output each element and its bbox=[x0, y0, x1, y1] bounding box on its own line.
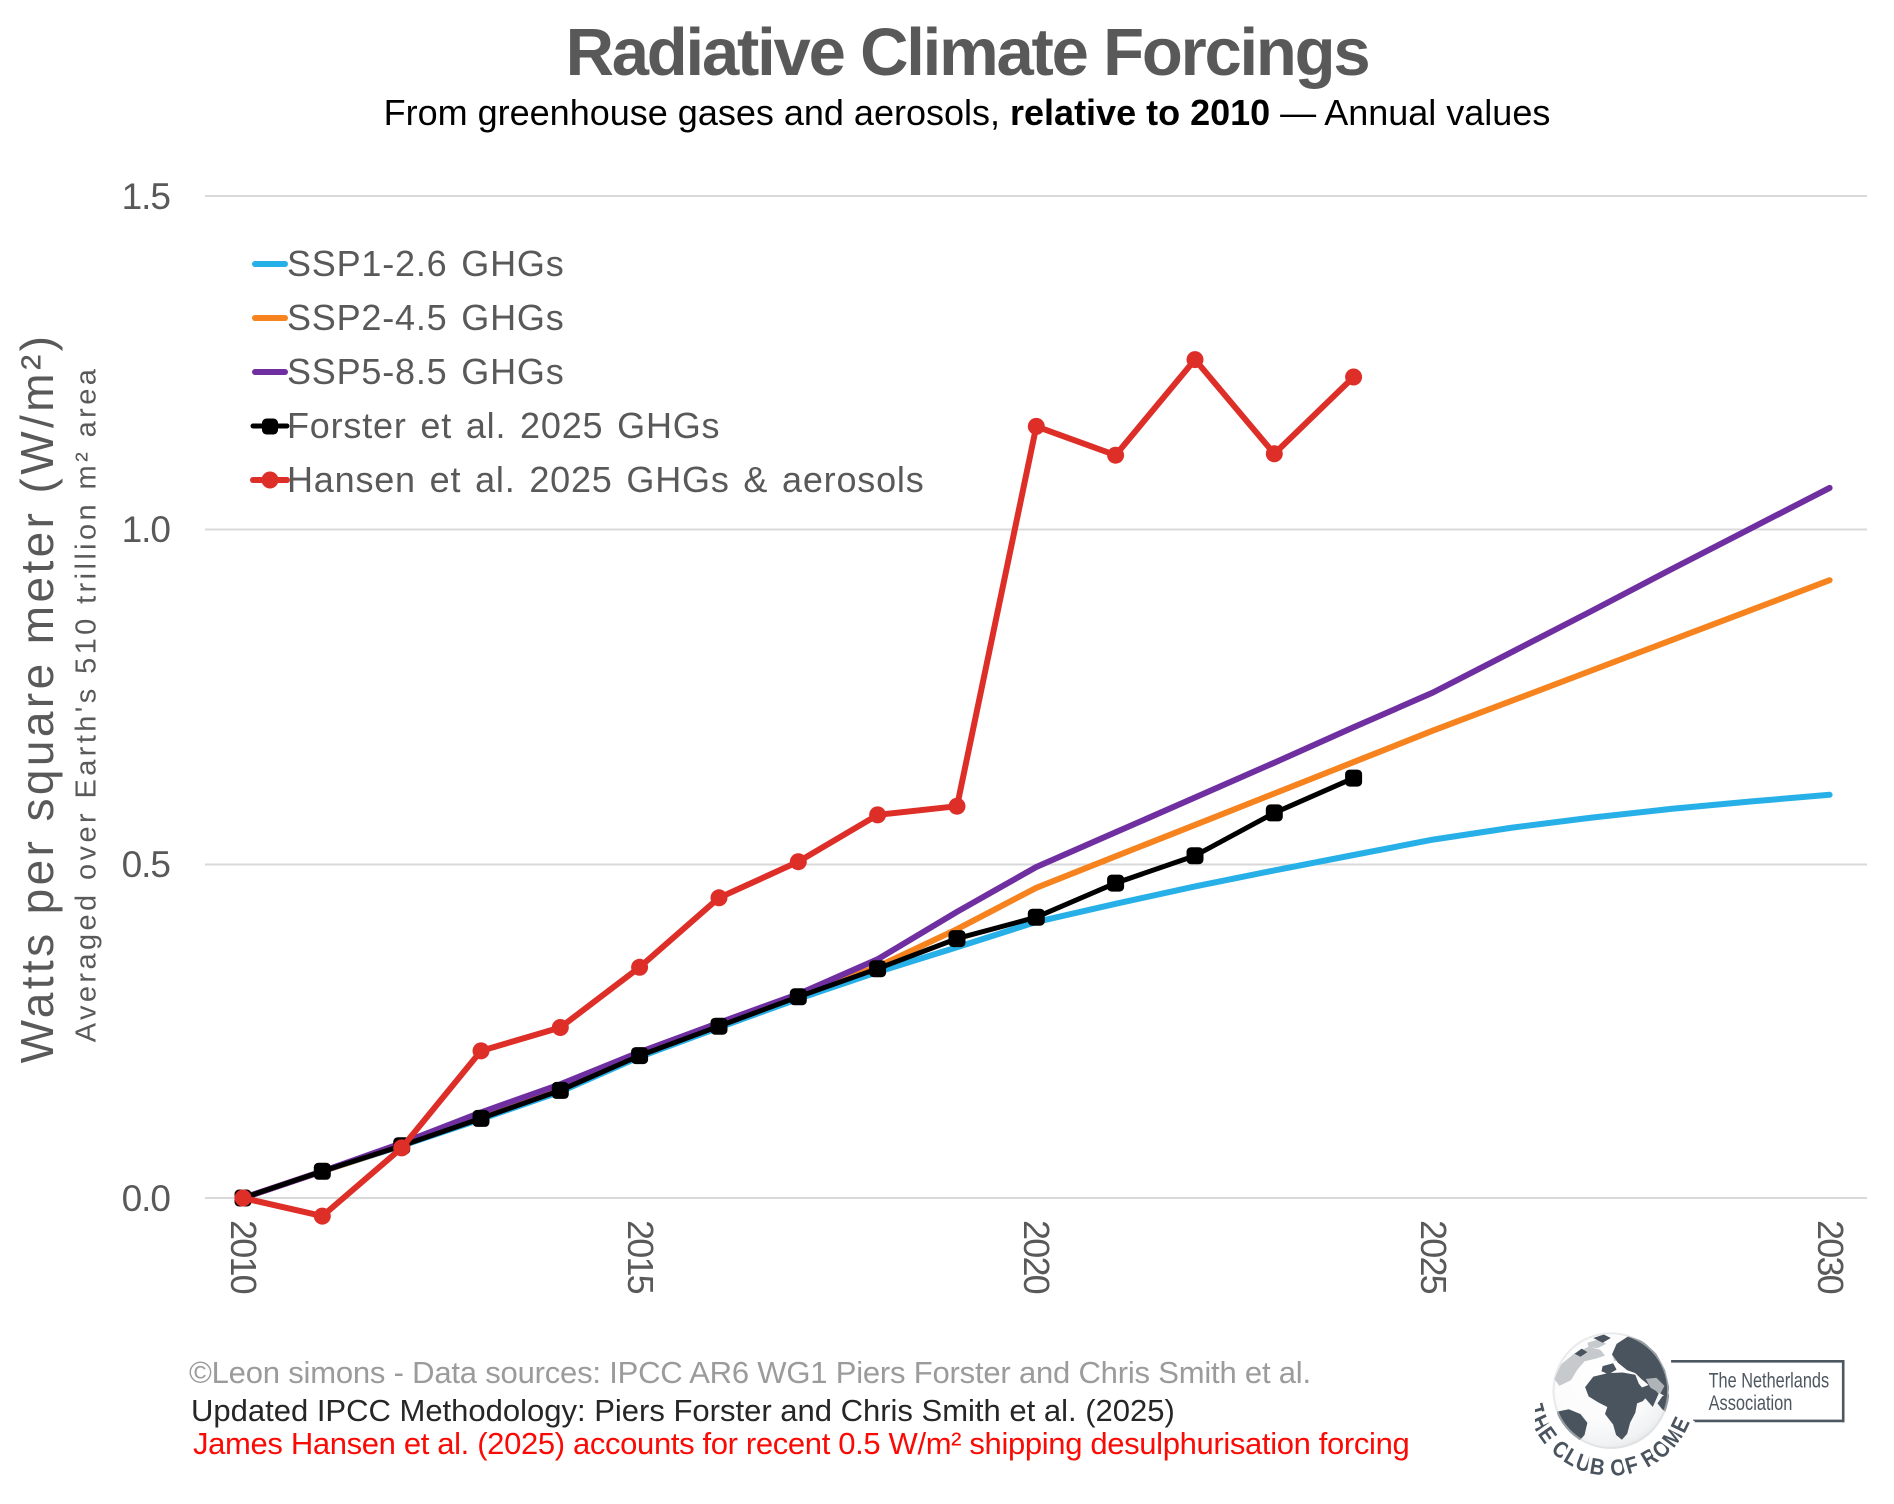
svg-text:The Netherlands: The Netherlands bbox=[1709, 1368, 1830, 1392]
svg-text:Association: Association bbox=[1709, 1391, 1793, 1415]
